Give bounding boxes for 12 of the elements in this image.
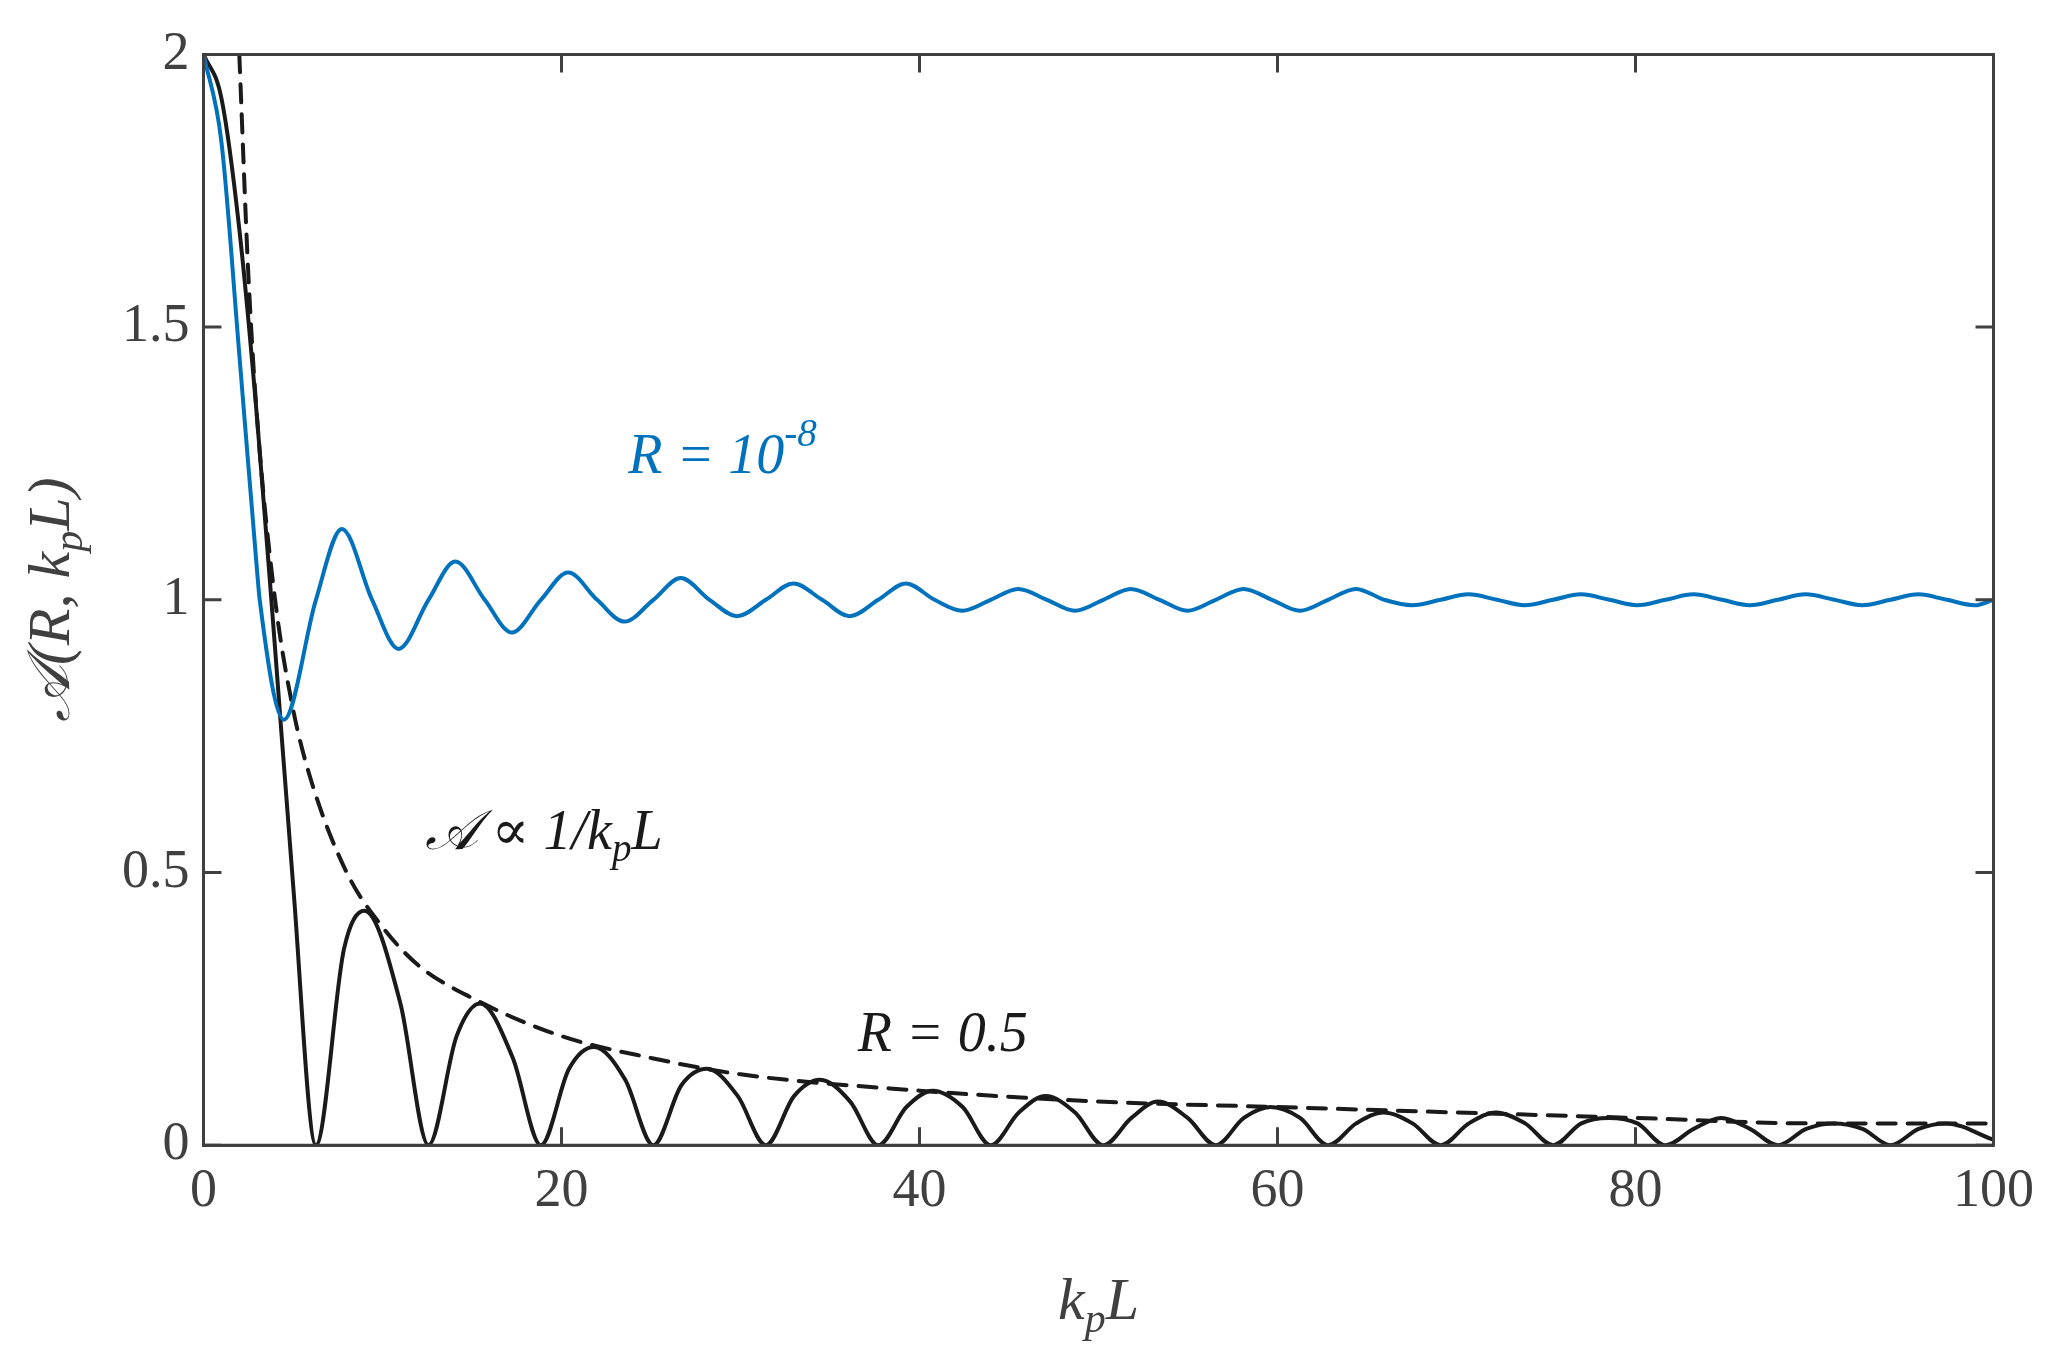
x-tick-label: 40 (892, 1157, 947, 1218)
y-tick-label: 2 (162, 20, 190, 81)
x-tick-label: 20 (534, 1157, 589, 1218)
x-tick-label: 80 (1608, 1157, 1663, 1218)
y-tick-label: 0 (162, 1111, 190, 1172)
series-label: R = 0.5 (856, 1000, 1028, 1063)
y-axis-title: 𝒜(R, kpL) (15, 477, 92, 723)
y-tick-label: 1.5 (122, 293, 190, 354)
y-tick-label: 0.5 (122, 838, 190, 899)
x-tick-label: 60 (1250, 1157, 1305, 1218)
y-tick-label: 1 (162, 565, 190, 626)
x-tick-label: 100 (1953, 1157, 2034, 1218)
